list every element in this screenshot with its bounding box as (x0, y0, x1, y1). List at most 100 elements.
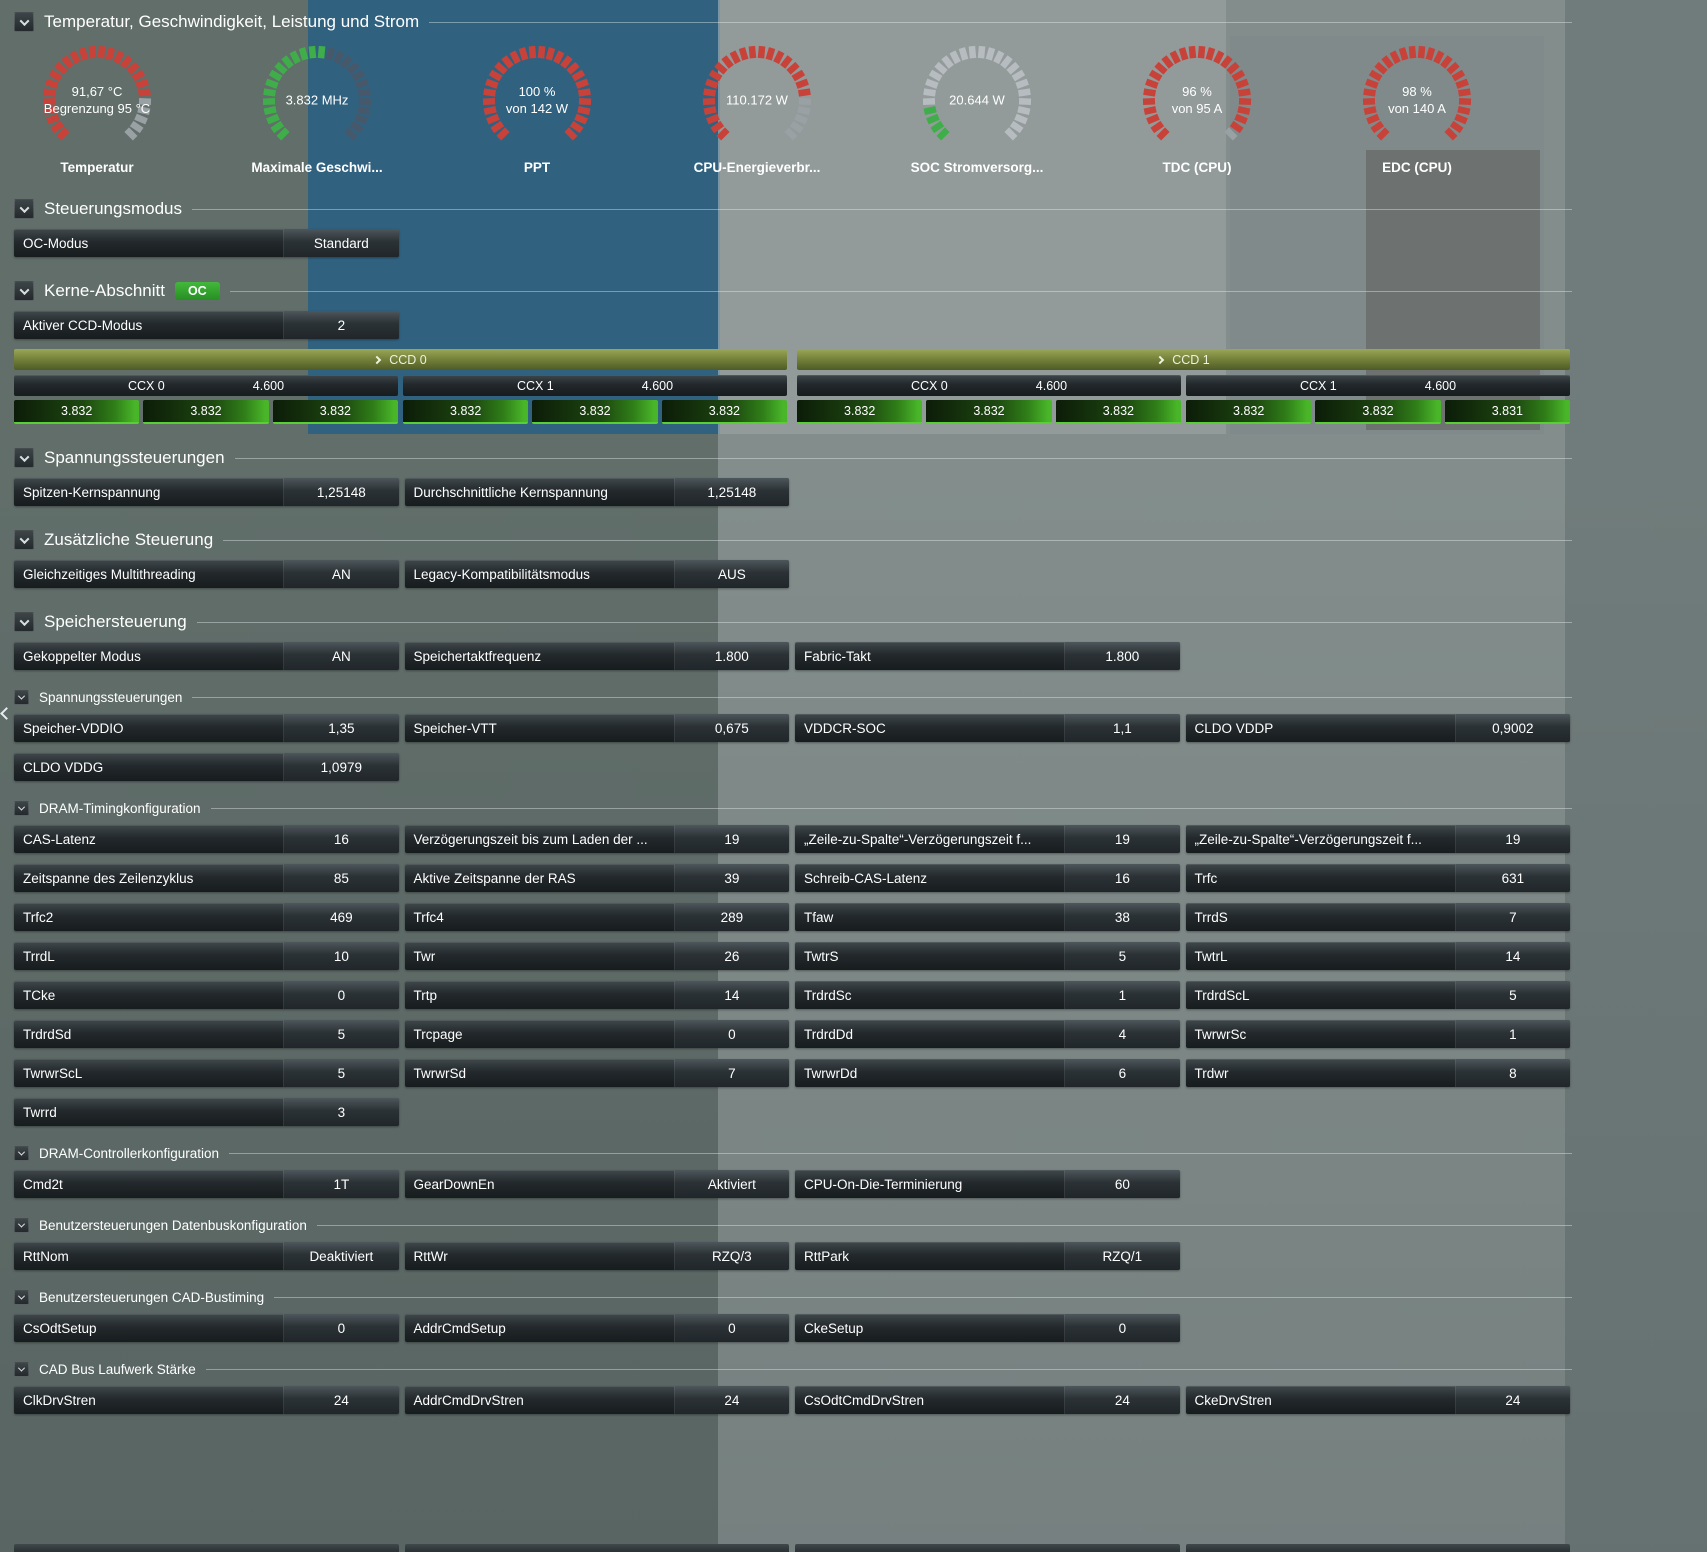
core-speed-cell[interactable]: 3.832 (143, 400, 269, 424)
gauge-label: TDC (CPU) (1162, 160, 1232, 175)
field-value[interactable]: 1,25148 (283, 478, 399, 506)
core-speed-cell[interactable]: 3.832 (926, 400, 1052, 424)
core-speed-cell[interactable]: 3.832 (14, 400, 140, 424)
collapse-section-button[interactable] (14, 1146, 29, 1161)
core-speed-cell[interactable]: 3.832 (797, 400, 923, 424)
field-value[interactable]: 7 (1454, 903, 1570, 931)
ccd-header[interactable]: CCD 1 (797, 349, 1570, 370)
field-value[interactable]: 289 (673, 903, 789, 931)
collapse-section-button[interactable] (14, 448, 34, 468)
field-value[interactable]: RZQ/1 (1064, 1242, 1180, 1270)
core-speed-cell[interactable]: 3.832 (1055, 400, 1181, 424)
collapse-section-button[interactable] (14, 12, 34, 32)
field-value[interactable]: 10 (283, 942, 399, 970)
field-value[interactable]: 16 (1064, 864, 1180, 892)
core-speed-cell[interactable]: 3.832 (1186, 400, 1312, 424)
section-header-monitoring: Temperatur, Geschwindigkeit, Leistung un… (14, 12, 1584, 32)
ccx-block: CCX 1 4.600 3.832 3.832 3.831 (1186, 375, 1570, 424)
core-speed-cell[interactable]: 3.832 (661, 400, 787, 424)
gauge-value: 110.172 W (690, 92, 824, 109)
ccx-limit[interactable]: 4.600 (641, 378, 674, 393)
field-value[interactable]: 1,0979 (283, 753, 399, 781)
field-value[interactable]: 85 (283, 864, 399, 892)
field-value[interactable]: 19 (673, 825, 789, 853)
collapse-section-button[interactable] (14, 801, 29, 816)
field-value[interactable]: 24 (1064, 1386, 1180, 1414)
field-value[interactable]: AN (283, 642, 399, 670)
collapse-section-button[interactable] (14, 1362, 29, 1377)
field-value[interactable]: 0,675 (673, 714, 789, 742)
field-value[interactable]: 19 (1064, 825, 1180, 853)
field-value[interactable]: 1.800 (1064, 642, 1180, 670)
field-value[interactable]: 38 (1064, 903, 1180, 931)
field-value[interactable]: 8 (1454, 1059, 1570, 1087)
field-value[interactable]: Standard (283, 229, 399, 257)
field-value[interactable]: 39 (673, 864, 789, 892)
field-value[interactable]: 1,35 (283, 714, 399, 742)
field-value[interactable]: 5 (283, 1020, 399, 1048)
field-value[interactable]: 1,25148 (673, 478, 789, 506)
field-value[interactable]: 0 (283, 981, 399, 1009)
field-value[interactable]: Aktiviert (673, 1170, 789, 1198)
field-value[interactable]: RZQ/3 (673, 1242, 789, 1270)
field-value[interactable]: 7 (673, 1059, 789, 1087)
field-value[interactable]: 16 (283, 825, 399, 853)
collapse-section-button[interactable] (14, 199, 34, 219)
field-value[interactable]: 5 (1454, 981, 1570, 1009)
collapse-section-button[interactable] (14, 612, 34, 632)
ccx-limit[interactable]: 4.600 (252, 378, 285, 393)
field-value[interactable]: 14 (673, 981, 789, 1009)
field-value[interactable]: 469 (283, 903, 399, 931)
field-value[interactable]: 60 (1064, 1170, 1180, 1198)
field-value[interactable]: 4 (1064, 1020, 1180, 1048)
core-speed-cell[interactable]: 3.832 (403, 400, 529, 424)
field-value[interactable]: 6 (1064, 1059, 1180, 1087)
field-value[interactable]: 0 (673, 1020, 789, 1048)
separator-line (192, 697, 1572, 698)
gauge-dial: 91,67 °C Begrenzung 95 °C (37, 42, 157, 154)
collapse-section-button[interactable] (14, 690, 29, 705)
ccd-header[interactable]: CCD 0 (14, 349, 787, 370)
field-value[interactable]: AUS (673, 560, 789, 588)
field-value[interactable]: 0,9002 (1454, 714, 1570, 742)
field-value[interactable]: 2 (283, 311, 399, 339)
field-value[interactable]: Deaktiviert (283, 1242, 399, 1270)
field-value[interactable]: 1,1 (1064, 714, 1180, 742)
field-row: OC-Modus Standard (14, 229, 399, 257)
field-value[interactable]: 0 (1064, 1314, 1180, 1342)
field-value[interactable]: AN (283, 560, 399, 588)
field-value[interactable]: 24 (283, 1386, 399, 1414)
collapse-section-button[interactable] (14, 281, 34, 301)
field-value[interactable]: 1 (1064, 981, 1180, 1009)
core-speed-cell[interactable]: 3.832 (532, 400, 658, 424)
field-value[interactable]: 0 (283, 1314, 399, 1342)
field-row: TwtrS 5 (795, 942, 1180, 970)
cutoff-row-segment (795, 1544, 1180, 1552)
core-speed-cell[interactable]: 3.832 (272, 400, 398, 424)
field-value[interactable]: 19 (1454, 825, 1570, 853)
field-value[interactable]: 1.800 (673, 642, 789, 670)
field-value[interactable]: 24 (673, 1386, 789, 1414)
gauge: 110.172 W CPU-Energieverbr... (682, 42, 832, 175)
panel-collapse-arrow[interactable] (0, 705, 13, 723)
collapse-section-button[interactable] (14, 530, 34, 550)
core-speed-cell[interactable]: 3.832 (1315, 400, 1441, 424)
gauge-dial: 100 % von 142 W (477, 42, 597, 154)
collapse-section-button[interactable] (14, 1218, 29, 1233)
field-value[interactable]: 631 (1454, 864, 1570, 892)
field-value[interactable]: 5 (283, 1059, 399, 1087)
field-value[interactable]: 5 (1064, 942, 1180, 970)
field-value[interactable]: 1T (283, 1170, 399, 1198)
field-label: TwrwrSd (413, 1065, 467, 1081)
collapse-section-button[interactable] (14, 1290, 29, 1305)
field-value[interactable]: 24 (1454, 1386, 1570, 1414)
field-label: Trdwr (1194, 1065, 1229, 1081)
field-value[interactable]: 1 (1454, 1020, 1570, 1048)
core-speed-cell[interactable]: 3.831 (1444, 400, 1570, 424)
field-value[interactable]: 3 (283, 1098, 399, 1126)
field-value[interactable]: 14 (1454, 942, 1570, 970)
field-value[interactable]: 26 (673, 942, 789, 970)
ccx-limit[interactable]: 4.600 (1035, 378, 1068, 393)
ccx-limit[interactable]: 4.600 (1424, 378, 1457, 393)
field-value[interactable]: 0 (673, 1314, 789, 1342)
